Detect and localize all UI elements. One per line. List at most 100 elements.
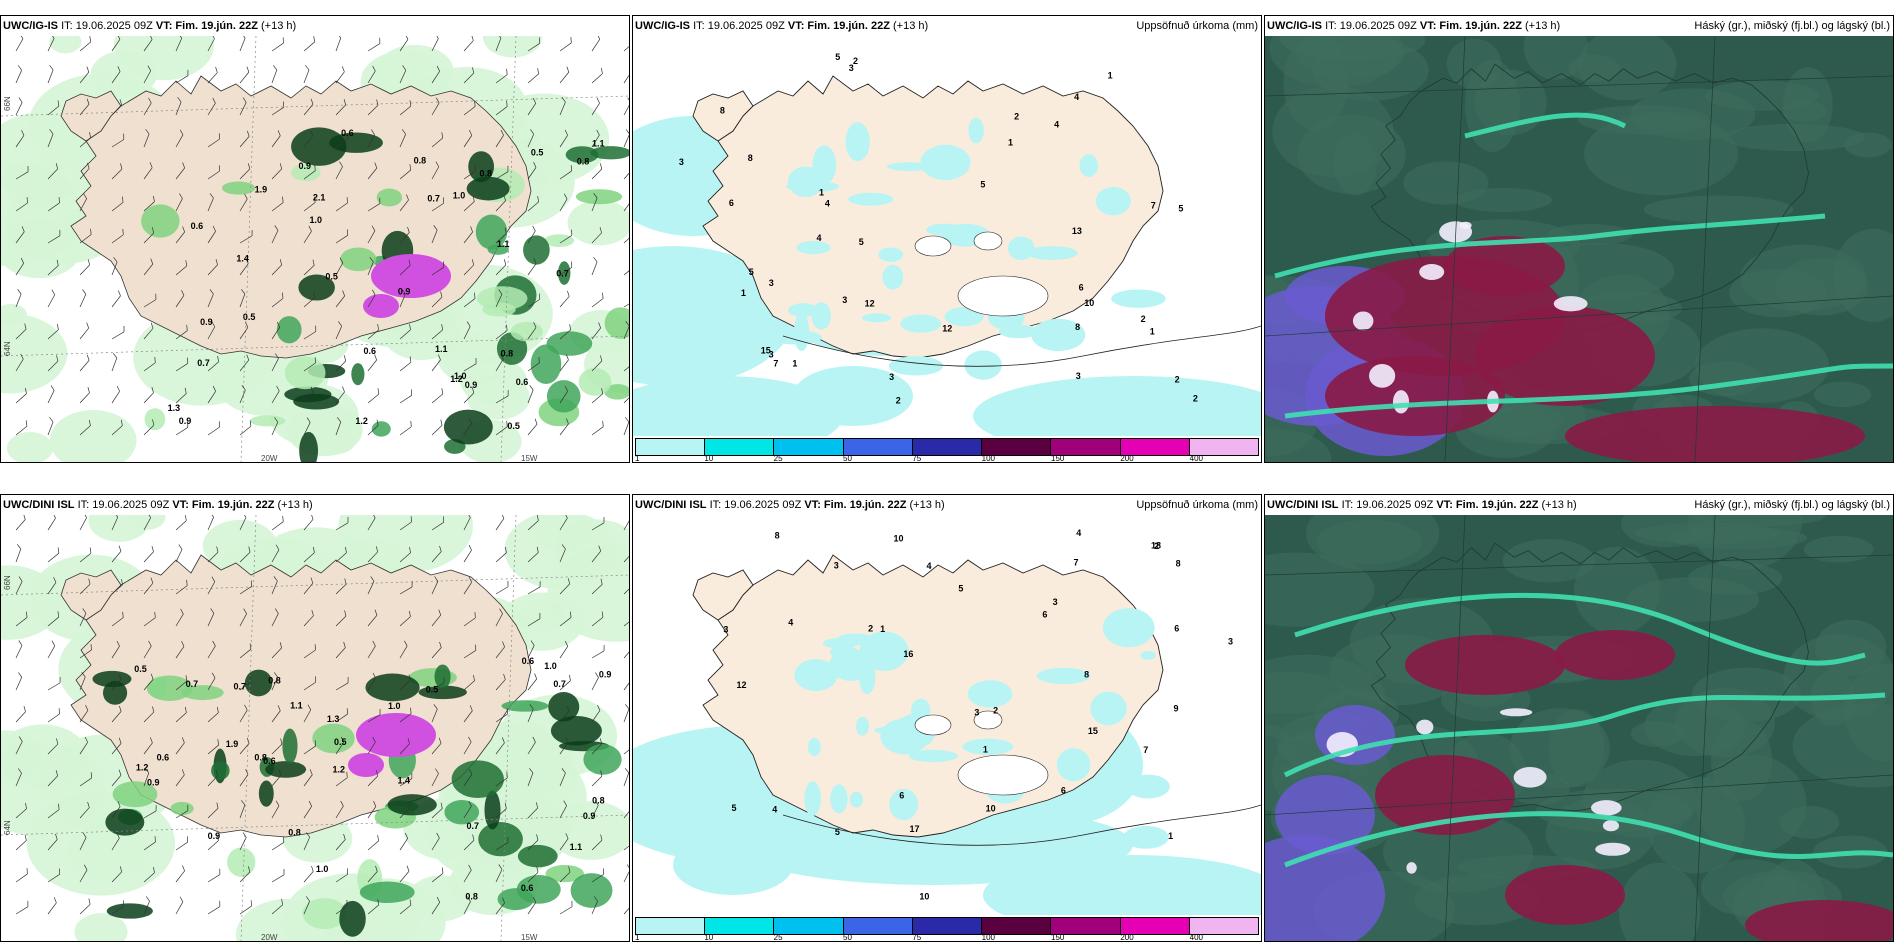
wind-barb-flag [402, 65, 407, 71]
wind-barb-staff [47, 202, 60, 212]
precip-cell [570, 873, 613, 908]
wind-barb-staff [335, 104, 346, 116]
wind-barb-staff [15, 425, 28, 436]
thick-cloud-spot [1352, 311, 1374, 331]
wind-barb-staff [271, 168, 282, 180]
colorbar-label: 200 [1120, 454, 1134, 463]
wind-barb-flag [343, 99, 346, 105]
wind-barb-flag [121, 578, 123, 585]
wind-barb-staff [47, 329, 59, 340]
wind-barb-staff [367, 425, 379, 436]
wind-barb [79, 644, 92, 659]
accum-precip-patch [796, 240, 831, 255]
wind-barb-flag [178, 36, 183, 39]
wind-barb [111, 801, 121, 819]
accum-precip-patch [1095, 186, 1131, 216]
wind-barb-flag [599, 163, 603, 170]
wind-barb-staff [559, 170, 572, 180]
wind-barb-staff [367, 70, 376, 84]
wind-barb-flag [244, 704, 248, 711]
wind-barb-flag [49, 129, 54, 135]
wind-barb-staff [47, 874, 60, 883]
wind-barb-staff [559, 838, 569, 851]
wind-barb-staff [431, 267, 444, 276]
wind-barb [271, 868, 285, 883]
accum-value-label: 8 [1084, 670, 1089, 680]
wind-barb-staff [399, 680, 411, 691]
wind-barb-staff [399, 645, 408, 659]
mid-cloud-area [1523, 36, 1588, 80]
colorbar-label: 75 [912, 454, 922, 463]
glacier-langjokull [914, 235, 952, 257]
wind-barb-staff [559, 391, 568, 404]
precip-cell [365, 673, 420, 702]
wind-barb-staff [399, 778, 413, 787]
wind-barb-flag [377, 324, 379, 330]
wind-barb [335, 66, 345, 84]
wind-barb-flag [315, 325, 317, 332]
accum-value-label: 10 [893, 533, 903, 543]
wind-barb-staff [15, 171, 29, 180]
wind-barb-flag [533, 322, 537, 328]
accum-value-label: 10 [986, 804, 996, 814]
wind-barb-flag [278, 769, 282, 776]
wind-barb-flag [472, 195, 475, 202]
wind-barb-flag [177, 97, 182, 103]
wind-barb [175, 97, 182, 116]
gridline [1265, 554, 1893, 576]
accum-value-label: 3 [1076, 371, 1081, 381]
cloud-cover-map [1265, 515, 1893, 941]
wind-barb-staff [143, 201, 155, 212]
wind-barb-staff [47, 360, 59, 372]
wind-barb-flag [123, 325, 125, 332]
wind-barb-staff [623, 745, 629, 755]
wind-barb-flag [241, 36, 246, 39]
wind-barb-staff [239, 681, 252, 691]
wind-barb-staff [559, 710, 570, 723]
wind-barb-staff [335, 777, 348, 787]
wind-barb-flag [216, 706, 219, 713]
wind-barb-staff [431, 329, 443, 340]
wind-barb-staff [79, 517, 87, 531]
issue-time: IT: 19.06.2025 09Z [693, 20, 785, 32]
wind-barb-flag [49, 65, 54, 71]
wind-barb-flag [251, 580, 253, 587]
wind-barb-staff [431, 837, 440, 851]
wind-barb-flag [249, 643, 252, 650]
wind-barb [143, 737, 153, 755]
wind-barb-flag [58, 708, 60, 715]
wind-barb-flag [567, 578, 571, 585]
wind-barb-flag [210, 608, 215, 614]
precip-cell [484, 790, 501, 830]
wind-barb [559, 418, 569, 436]
wind-barb [335, 899, 348, 915]
wind-barb-staff [623, 772, 629, 787]
accum-value-label: 2 [1175, 374, 1180, 384]
wind-barb [47, 738, 59, 755]
accum-precip-patch [944, 307, 984, 327]
wind-barb-flag [151, 546, 154, 552]
wind-barb [591, 420, 604, 436]
accum-value-label: 7 [1151, 201, 1156, 211]
wind-barb-staff [495, 426, 508, 436]
wind-barb-staff [431, 393, 443, 404]
wind-barb-flag [375, 546, 379, 553]
wind-barb-flag [19, 36, 24, 40]
wind-barb [175, 36, 183, 52]
wind-barb-staff [463, 135, 473, 148]
wind-barb-flag [564, 129, 568, 136]
wind-barb [175, 675, 188, 691]
wind-barb-staff [463, 326, 471, 340]
accum-value-label: 3 [834, 560, 839, 570]
wind-barb-flag [243, 608, 247, 614]
wind-barb-flag [409, 100, 412, 107]
precip-value-label: 0.7 [466, 821, 479, 831]
accum-precip-patch [861, 313, 892, 323]
wind-barb [239, 866, 251, 883]
panel-header: UWC/IG-IS IT: 19.06.2025 09Z VT: Fim. 19… [1265, 16, 1893, 36]
mid-cloud-area [1454, 187, 1553, 213]
wind-barb-staff [271, 358, 279, 372]
wind-barb [367, 800, 377, 819]
wind-barb-flag [185, 675, 188, 682]
wind-barb-flag [58, 197, 60, 203]
